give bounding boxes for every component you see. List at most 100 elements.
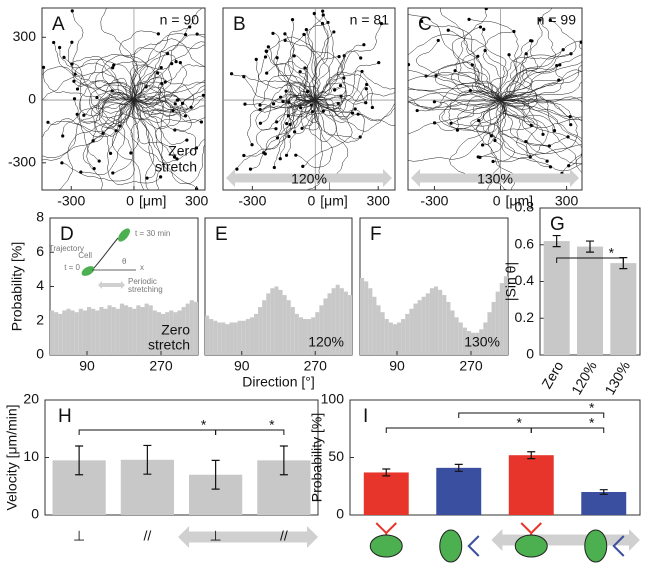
histogram-bar: [225, 324, 230, 355]
trajectory: [42, 97, 135, 161]
end-point: [106, 2, 109, 5]
trajectory: [500, 99, 582, 122]
end-point: [72, 97, 77, 101]
histogram-bar: [409, 308, 414, 355]
end-point: [274, 127, 278, 131]
trajectory: [256, 99, 316, 154]
trajectory: [497, 100, 582, 156]
trajectory: [259, 99, 316, 109]
bar: [436, 467, 482, 515]
end-point: [370, 105, 374, 110]
trajectory: [452, 8, 501, 101]
end-point: [160, 82, 164, 86]
trajectory: [500, 96, 582, 103]
histogram-bar: [70, 310, 75, 355]
end-point: [303, 66, 307, 70]
histogram-bar: [471, 332, 476, 355]
end-point: [254, 57, 258, 61]
end-point: [611, 169, 614, 172]
end-point: [195, 32, 199, 36]
trajectory: [315, 77, 344, 101]
histogram-bar: [50, 310, 55, 355]
histogram-bar: [132, 308, 137, 355]
trajectory: [42, 99, 135, 159]
trajectory: [478, 99, 549, 163]
significance-bracket: [78, 429, 217, 435]
trajectory: [130, 99, 205, 164]
trajectory: [315, 62, 379, 109]
end-point: [449, 121, 453, 125]
histogram-bar: [425, 293, 430, 355]
annotation: stretch: [155, 159, 197, 175]
end-point: [202, 213, 205, 216]
end-point: [70, 9, 74, 13]
significance-label: *: [201, 417, 207, 433]
trajectory: [408, 14, 501, 101]
histogram-bar: [429, 288, 434, 355]
end-point: [264, 49, 269, 54]
trajectory: [434, 99, 502, 114]
error-bar: [382, 468, 391, 477]
histogram-bar: [286, 300, 291, 355]
end-point: [217, 85, 220, 88]
histogram-bar: [323, 298, 328, 355]
annotation: 130%: [464, 334, 500, 350]
bar: [610, 263, 637, 355]
significance-label: *: [589, 400, 595, 416]
end-point: [312, 11, 316, 16]
histogram-bar: [245, 319, 250, 355]
end-point: [36, 141, 39, 144]
trajectory: [236, 99, 316, 170]
trajectory: [315, 99, 395, 127]
end-point: [70, 62, 74, 66]
histogram-bar: [331, 288, 336, 355]
end-point: [173, 128, 177, 132]
y-tick-label: 100: [321, 391, 345, 407]
histogram-bar: [74, 312, 79, 355]
trajectory: [498, 42, 582, 101]
end-point: [223, 57, 226, 60]
trajectory: [500, 99, 582, 128]
panel-frame: [407, 7, 583, 191]
trajectory: [500, 93, 578, 154]
histogram-bar: [450, 310, 455, 355]
end-point: [173, 102, 177, 106]
trajectory: [71, 56, 135, 101]
histogram-bar: [229, 322, 234, 355]
end-point: [321, 9, 325, 13]
trajectory: [315, 86, 347, 106]
trajectory: [435, 75, 502, 101]
x-tick-label: 300: [185, 193, 209, 209]
histogram-bar: [372, 296, 377, 355]
end-point: [235, 167, 239, 171]
histogram-bar: [270, 288, 275, 355]
significance-label: *: [269, 417, 275, 433]
end-point: [398, 98, 401, 101]
end-point: [579, 40, 582, 44]
trajectory: [496, 100, 555, 131]
histogram-bar: [413, 303, 418, 355]
x-tick-label: 0: [307, 193, 315, 209]
end-point: [300, 126, 304, 130]
end-point: [271, 102, 276, 106]
histogram-bar: [169, 310, 174, 355]
end-point: [610, 149, 613, 152]
annotation: 120%: [308, 334, 344, 350]
histogram-bar: [499, 283, 504, 355]
trajectory: [133, 99, 178, 160]
end-point: [380, 78, 383, 81]
end-point: [332, 41, 335, 44]
end-point: [328, 189, 332, 190]
inset-label: Cell: [78, 251, 92, 260]
end-point: [129, 151, 133, 155]
end-point: [293, 191, 296, 194]
trajectory: [133, 8, 202, 101]
end-point: [401, 96, 404, 99]
end-point: [175, 98, 179, 102]
trajectory: [500, 96, 582, 105]
histogram-bar: [274, 286, 279, 355]
end-point: [73, 72, 77, 76]
histogram-bar: [327, 293, 332, 355]
end-point: [455, 128, 460, 132]
panel-frame: [222, 7, 396, 191]
